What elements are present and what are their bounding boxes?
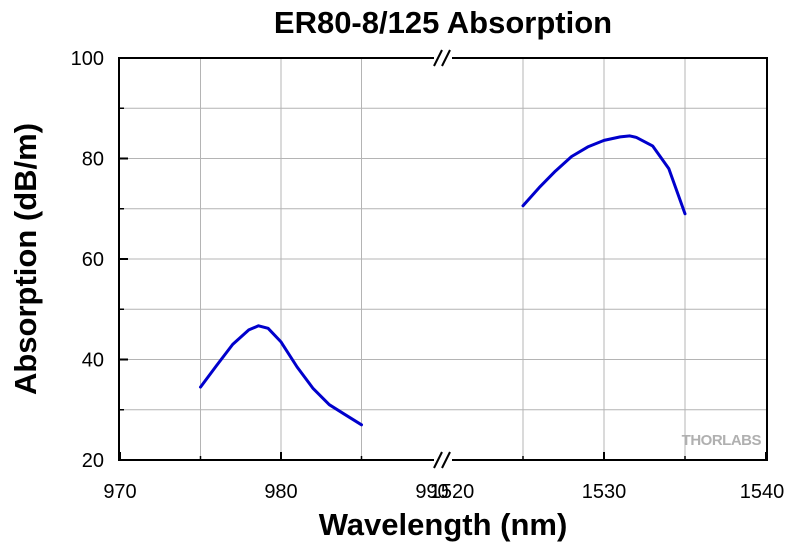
- x-tick-label: 970: [103, 481, 136, 503]
- y-tick-label: 100: [71, 48, 104, 70]
- series-line: [199, 324, 363, 427]
- grid: [120, 58, 766, 460]
- axis-break-slash: [433, 49, 443, 67]
- x-tick-label: 980: [264, 481, 297, 503]
- y-axis-label: Absorption (dB/m): [8, 123, 43, 395]
- x-axis-label: Wavelength (nm): [319, 507, 568, 542]
- series-layer: [199, 134, 687, 427]
- x-tick-label: 990: [415, 481, 448, 503]
- x-tick-label: 1520: [430, 481, 475, 503]
- axis-break: [433, 49, 452, 469]
- series-line: [521, 134, 687, 216]
- x-tick-label: 1540: [740, 481, 785, 503]
- x-tick-label: 1530: [582, 481, 627, 503]
- axis-break-slash: [441, 49, 451, 67]
- axis-break-slash: [441, 451, 451, 469]
- chart-title: ER80-8/125 Absorption: [274, 5, 612, 40]
- y-tick-label: 40: [82, 350, 104, 372]
- thorlabs-logo: THORLABS: [682, 432, 762, 449]
- y-tick-label: 80: [82, 149, 104, 171]
- y-tick-label: 20: [82, 450, 104, 472]
- axis-break-slash: [433, 451, 443, 469]
- y-tick-label: 60: [82, 249, 104, 271]
